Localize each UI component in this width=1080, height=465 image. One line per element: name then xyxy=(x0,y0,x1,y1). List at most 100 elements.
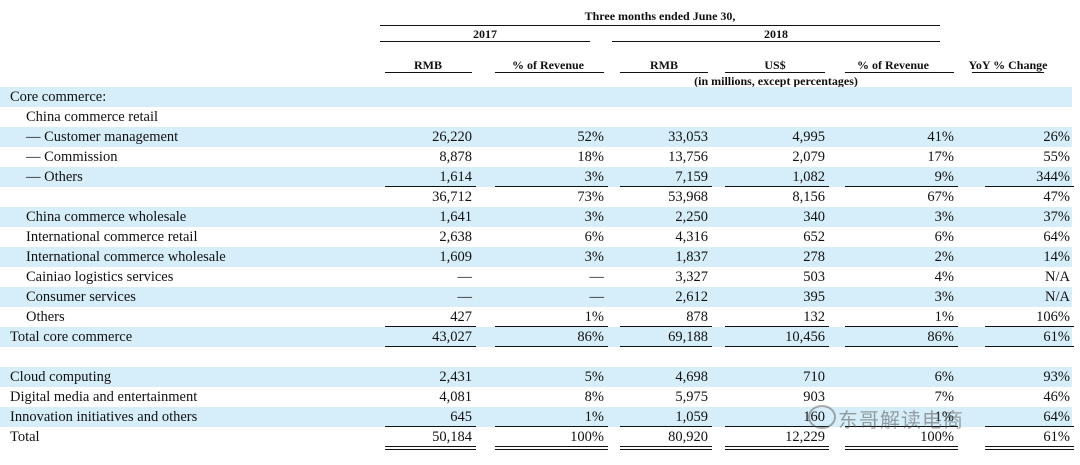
cell: 5% xyxy=(584,369,604,385)
cell: 344% xyxy=(1036,169,1070,185)
rule xyxy=(985,186,1074,187)
period-header: Three months ended June 30, xyxy=(584,9,736,23)
column-header: RMB xyxy=(414,58,442,72)
rule xyxy=(845,72,954,73)
cell: 1,837 xyxy=(675,249,708,265)
cell: 33,053 xyxy=(668,129,708,145)
cell: 53,968 xyxy=(668,189,708,205)
cell: 3% xyxy=(584,249,604,265)
cell: 645 xyxy=(450,409,472,425)
cell: 1,641 xyxy=(439,209,472,225)
rule xyxy=(845,446,958,447)
cell: 3,327 xyxy=(675,269,708,285)
cell: 47% xyxy=(1043,189,1070,205)
cell: 3% xyxy=(934,289,954,305)
cell: 6% xyxy=(584,229,604,245)
rule xyxy=(385,449,476,450)
cell: 1,059 xyxy=(675,409,708,425)
rule xyxy=(725,326,829,327)
cell: 3% xyxy=(584,169,604,185)
row-shade xyxy=(0,207,1072,227)
row-label: Core commerce: xyxy=(10,89,107,105)
row-shade xyxy=(0,247,1072,267)
row-label: Consumer services xyxy=(26,289,136,305)
cell: 2% xyxy=(934,249,954,265)
rule xyxy=(725,426,829,427)
rule xyxy=(725,346,829,347)
rule xyxy=(985,446,1074,447)
cell: 503 xyxy=(803,269,825,285)
cell: 73% xyxy=(577,189,604,205)
rule xyxy=(385,186,476,187)
cell: 1% xyxy=(934,409,954,425)
cell: 7,159 xyxy=(675,169,708,185)
row-label: China commerce wholesale xyxy=(26,209,187,225)
row-label: Digital media and entertainment xyxy=(10,389,198,405)
rule xyxy=(725,449,829,450)
row-shade xyxy=(0,167,1072,187)
cell: 106% xyxy=(1036,309,1070,325)
cell: 2,431 xyxy=(439,369,472,385)
cell: 4,316 xyxy=(675,229,708,245)
year-header: 2017 xyxy=(473,27,497,41)
rule xyxy=(620,446,712,447)
rule xyxy=(495,186,608,187)
cell: 67% xyxy=(927,189,954,205)
row-label: — Customer management xyxy=(26,129,179,145)
cell: 2,250 xyxy=(675,209,708,225)
cell: 6% xyxy=(934,229,954,245)
cell: 132 xyxy=(803,309,825,325)
cell: 46% xyxy=(1043,389,1070,405)
watermark: 东哥解读电商 xyxy=(838,408,964,432)
rule xyxy=(985,426,1074,427)
row-shade xyxy=(0,87,1072,107)
rule xyxy=(620,426,712,427)
cell: 37% xyxy=(1043,209,1070,225)
rule xyxy=(385,326,476,327)
cell: 86% xyxy=(577,329,604,345)
column-header: % of Revenue xyxy=(512,58,584,72)
cell: 86% xyxy=(927,329,954,345)
column-header: YoY % Change xyxy=(968,58,1048,72)
row-label: — Others xyxy=(26,169,83,185)
cell: 903 xyxy=(803,389,825,405)
rule xyxy=(725,72,825,73)
cell: 26,220 xyxy=(432,129,472,145)
cell: 4,995 xyxy=(792,129,825,145)
cell: 36,712 xyxy=(432,189,472,205)
cell: 9% xyxy=(934,169,954,185)
rule xyxy=(495,446,608,447)
rule xyxy=(845,426,958,427)
rule xyxy=(385,72,472,73)
cell: 1% xyxy=(584,309,604,325)
rule xyxy=(620,346,712,347)
row-label: Total core commerce xyxy=(10,329,133,345)
row-label: Innovation initiatives and others xyxy=(10,409,198,425)
row-label: Cainiao logistics services xyxy=(26,269,174,285)
rule xyxy=(845,186,958,187)
rule xyxy=(495,449,608,450)
cell: 13,756 xyxy=(668,149,708,165)
watermark-icon xyxy=(808,405,836,429)
cell: 1% xyxy=(934,309,954,325)
rule xyxy=(620,72,708,73)
rule xyxy=(845,449,958,450)
cell: 427 xyxy=(450,309,472,325)
column-header: US$ xyxy=(764,58,786,72)
rule xyxy=(495,326,608,327)
rule xyxy=(985,326,1074,327)
units-note: (in millions, except percentages) xyxy=(694,74,858,88)
row-shade xyxy=(0,327,1072,347)
cell: 14% xyxy=(1043,249,1070,265)
row-label: — Commission xyxy=(26,149,118,165)
row-shade xyxy=(0,367,1072,387)
rule xyxy=(725,446,829,447)
rule xyxy=(380,25,940,26)
rule xyxy=(845,346,958,347)
rule xyxy=(620,186,712,187)
cell: 3% xyxy=(584,209,604,225)
cell: 1% xyxy=(584,409,604,425)
cell: — xyxy=(457,269,473,285)
cell: 61% xyxy=(1043,329,1070,345)
cell: — xyxy=(589,289,605,305)
